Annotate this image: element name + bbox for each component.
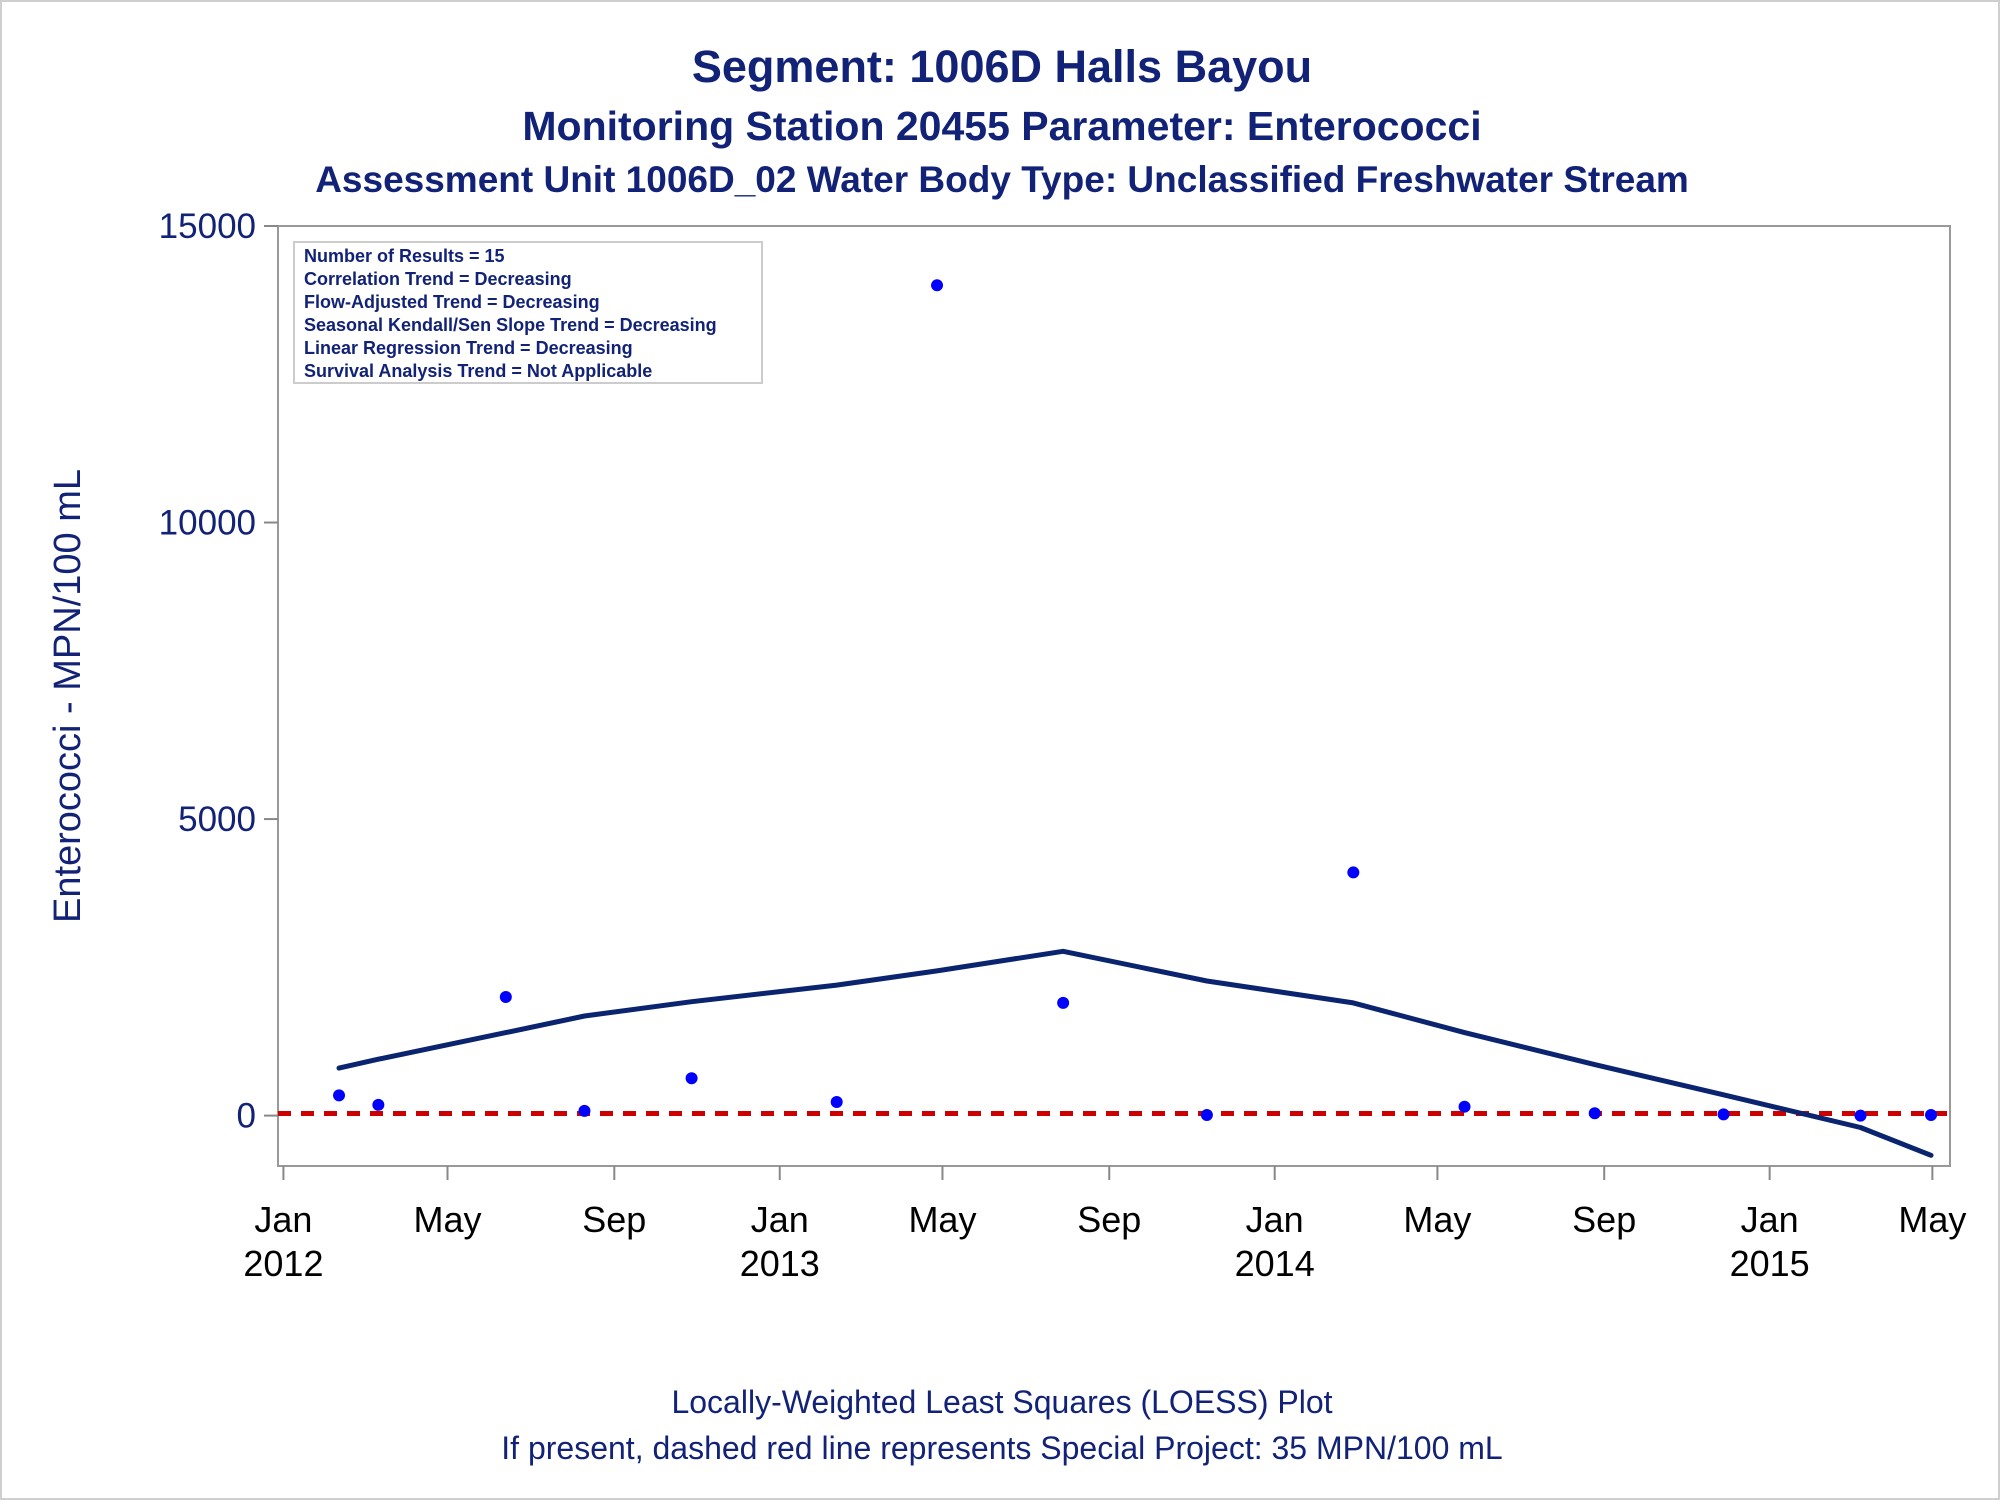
y-tick-label: 5000 [178,800,256,839]
data-point [372,1098,385,1111]
y-tick-label: 15000 [159,207,256,246]
x-tick-label: Jan [1741,1199,1799,1240]
x-tick-year-label: 2012 [243,1243,323,1284]
loess-layer [336,948,1934,1158]
inset-number-of-results: Number of Results = 15 [304,246,505,266]
x-tick-year-label: 2014 [1235,1243,1315,1284]
x-tick-label: May [1898,1199,1966,1240]
inset-correlation-trend: Correlation Trend = Decreasing [304,269,572,289]
inset-flow-adjusted-trend: Flow-Adjusted Trend = Decreasing [304,292,600,312]
x-tick-label: May [413,1199,481,1240]
x-tick-label: Sep [1572,1199,1636,1240]
data-point [1057,996,1070,1009]
plot-area [277,225,1951,1167]
data-point [333,1089,346,1102]
data-point [685,1072,698,1085]
y-tick-label: 10000 [159,504,256,543]
data-point [1717,1108,1730,1121]
data-point [1588,1107,1601,1120]
y-axis-label: Enterococci - MPN/100 mL [47,469,89,923]
x-tick-label: Sep [582,1199,646,1240]
data-point [499,990,512,1003]
inset-seasonal-kendall-trend: Seasonal Kendall/Sen Slope Trend = Decre… [304,315,717,335]
stats-inset-box [293,241,763,384]
data-point [1347,866,1360,879]
loess-curve [336,948,1934,1158]
data-point [1925,1108,1938,1121]
chart-subtitle-assessment: Assessment Unit 1006D_02 Water Body Type… [315,159,1689,200]
x-tick-label: May [1403,1199,1471,1240]
x-tick-label: Jan [254,1199,312,1240]
data-point [1200,1108,1213,1121]
data-point [1854,1109,1867,1122]
points-layer [333,279,1938,1122]
y-tick-label: 0 [237,1097,256,1136]
footnote-loess: Locally-Weighted Least Squares (LOESS) P… [671,1384,1332,1420]
footnote-reference-line: If present, dashed red line represents S… [501,1430,1502,1466]
data-point [1458,1100,1471,1113]
data-point [931,279,944,292]
x-tick-year-label: 2015 [1730,1243,1810,1284]
data-point [578,1104,591,1117]
x-tick-label: May [908,1199,976,1240]
x-tick-label: Jan [751,1199,809,1240]
data-point [830,1095,843,1108]
x-tick-label: Sep [1077,1199,1141,1240]
inset-linear-regression-trend: Linear Regression Trend = Decreasing [304,338,633,358]
x-tick-year-label: 2013 [740,1243,820,1284]
x-tick-label: Jan [1246,1199,1304,1240]
chart-title: Segment: 1006D Halls Bayou [692,41,1312,92]
inset-survival-analysis-trend: Survival Analysis Trend = Not Applicable [304,361,652,381]
chart-subtitle-station: Monitoring Station 20455 Parameter: Ente… [522,103,1481,149]
stats-inset: Number of Results = 15 Correlation Trend… [293,241,763,384]
y-axis: 0 5000 10000 15000 [159,207,278,1136]
